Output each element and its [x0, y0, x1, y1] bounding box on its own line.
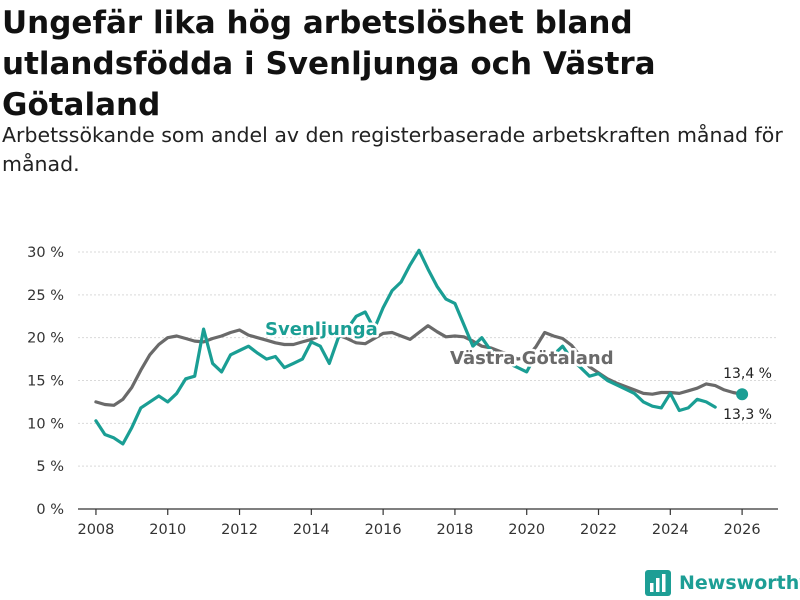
- svenljunga-series-label-halo: Svenljunga: [265, 319, 378, 340]
- y-tick-label: 25 %: [27, 288, 64, 304]
- vastra-gotaland-series-label-halo: Västra Götaland: [450, 348, 614, 369]
- x-tick-label: 2012: [221, 522, 258, 538]
- y-tick-label: 10 %: [27, 416, 64, 432]
- svenljunga-end-label: 13,3 %: [723, 407, 772, 423]
- svenljunga-series-label: Svenljunga: [265, 319, 378, 340]
- y-tick-label: 15 %: [27, 374, 64, 390]
- vastra-gotaland-end-label: 13,4 %: [723, 366, 772, 382]
- svenljunga-line: [94, 248, 717, 446]
- y-tick-label: 30 %: [27, 245, 64, 261]
- axes: 0 % 5 % 10 % 15 % 20 % 25 % 30 % 2008 2010 2012 20…: [27, 245, 778, 538]
- gridlines: [78, 251, 778, 467]
- chart-title: Ungefär lika hög arbetslöshet bland utla…: [2, 5, 656, 123]
- y-tick-label: 0 %: [36, 502, 64, 518]
- vastra-gotaland-line: [94, 324, 744, 407]
- newsworthy-logo: Newsworthy: [645, 568, 800, 598]
- y-tick-label: 20 %: [27, 331, 64, 347]
- newsworthy-logo-icon: [645, 570, 671, 596]
- x-tick-label: 2010: [149, 522, 186, 538]
- series: [94, 248, 749, 446]
- brand-name: Newsworthy: [679, 572, 800, 594]
- chart-subtitle: Arbetssökande som andel av den registerb…: [2, 123, 783, 176]
- x-tick-label: 2022: [580, 522, 617, 538]
- x-tick-label: 2026: [724, 522, 761, 538]
- latest-value-point: [736, 388, 749, 401]
- x-tick-label: 2018: [436, 522, 473, 538]
- x-tick-label: 2020: [508, 522, 545, 538]
- vastra-gotaland-series-label: Västra Götaland: [450, 348, 614, 369]
- x-tick-label: 2024: [652, 522, 689, 538]
- y-tick-label: 5 %: [36, 459, 64, 475]
- x-tick-label: 2014: [293, 522, 330, 538]
- x-tick-label: 2016: [365, 522, 402, 538]
- x-tick-label: 2008: [77, 522, 114, 538]
